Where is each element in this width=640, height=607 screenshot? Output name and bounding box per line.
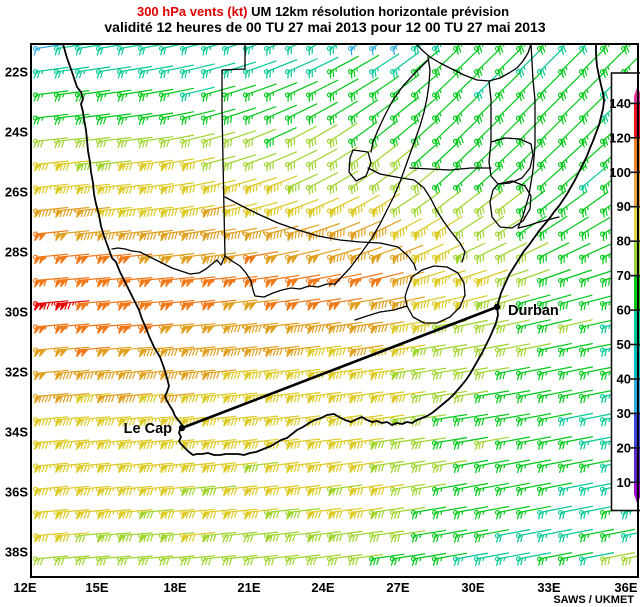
svg-text:36E: 36E (614, 580, 637, 595)
svg-text:validité 12 heures de 00 TU 27: validité 12 heures de 00 TU 27 mai 2013 … (104, 19, 545, 35)
svg-text:20: 20 (617, 440, 631, 455)
svg-text:24S: 24S (5, 125, 28, 140)
svg-text:60: 60 (617, 303, 631, 318)
svg-text:28S: 28S (5, 245, 28, 260)
svg-text:100: 100 (609, 165, 631, 180)
svg-text:300 hPa vents (kt) UM 12km rés: 300 hPa vents (kt) UM 12km résolution ho… (137, 4, 509, 19)
svg-text:Durban: Durban (508, 303, 559, 319)
svg-text:27E: 27E (386, 580, 409, 595)
svg-text:26S: 26S (5, 185, 28, 200)
svg-text:30E: 30E (461, 580, 484, 595)
svg-text:33E: 33E (537, 580, 560, 595)
svg-text:40: 40 (617, 372, 631, 387)
svg-text:80: 80 (617, 234, 631, 249)
svg-text:38S: 38S (5, 545, 28, 560)
svg-text:34S: 34S (5, 425, 28, 440)
svg-text:15E: 15E (85, 580, 108, 595)
svg-text:30S: 30S (5, 305, 28, 320)
svg-text:18E: 18E (163, 580, 186, 595)
svg-text:30: 30 (617, 406, 631, 421)
svg-text:Le Cap: Le Cap (124, 421, 172, 437)
svg-text:32S: 32S (5, 365, 28, 380)
svg-text:90: 90 (617, 199, 631, 214)
svg-text:22S: 22S (5, 65, 28, 80)
svg-text:36S: 36S (5, 485, 28, 500)
svg-text:70: 70 (617, 268, 631, 283)
svg-text:12E: 12E (13, 580, 36, 595)
svg-text:10: 10 (617, 475, 631, 490)
svg-text:21E: 21E (237, 580, 260, 595)
svg-text:120: 120 (609, 130, 631, 145)
svg-text:24E: 24E (311, 580, 334, 595)
svg-text:140: 140 (609, 96, 631, 111)
svg-text:SAWS / UKMET: SAWS / UKMET (553, 594, 634, 606)
svg-text:50: 50 (617, 337, 631, 352)
